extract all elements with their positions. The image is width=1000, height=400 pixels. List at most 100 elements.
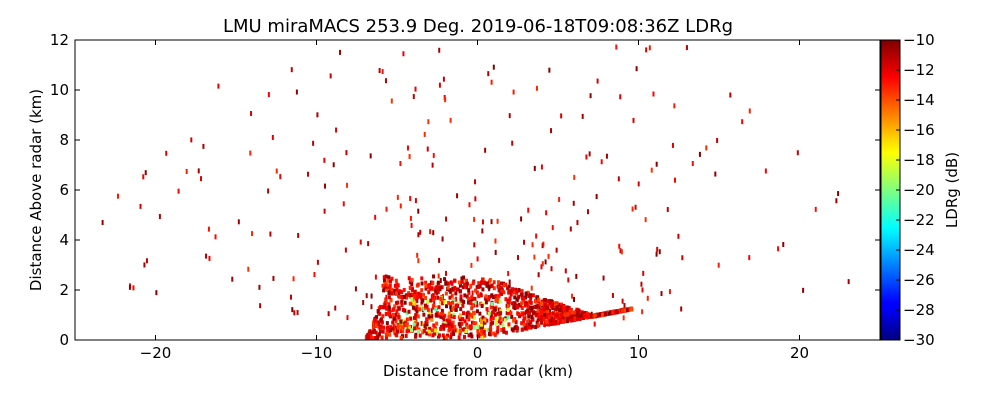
ldr-gate: [527, 320, 531, 325]
ldr-gate: [449, 307, 453, 312]
ldr-gate: [717, 262, 720, 268]
ldr-gate: [394, 319, 398, 324]
ldr-gate: [441, 324, 445, 329]
ldr-gate: [415, 304, 419, 309]
ldr-gate: [574, 311, 578, 316]
ldr-gate: [397, 306, 401, 311]
colorbar-tick-label: −28: [903, 301, 935, 319]
ldr-gate: [487, 327, 491, 332]
ldr-gate: [329, 73, 332, 79]
ldr-gate: [374, 214, 377, 220]
ldr-gate: [655, 251, 658, 257]
ldr-gate: [362, 300, 365, 306]
ldr-gate: [542, 241, 545, 247]
ldr-gate: [543, 298, 547, 303]
ldr-gate: [415, 309, 419, 314]
ldr-gate: [438, 257, 441, 263]
ldr-gate: [515, 297, 519, 302]
ldr-gate: [480, 320, 484, 325]
ldr-gate: [489, 317, 493, 322]
x-tick-label: −20: [140, 344, 172, 362]
ldr-gate: [382, 305, 386, 310]
ldr-gate: [399, 161, 402, 167]
ldr-gate: [528, 293, 532, 298]
ldr-gate: [666, 207, 669, 213]
ldr-gate: [401, 329, 405, 334]
ldr-gate: [385, 330, 389, 335]
ldr-gate: [507, 271, 510, 277]
ldr-gate: [413, 295, 417, 300]
ldr-gate: [452, 315, 456, 320]
ldr-gate: [837, 191, 840, 197]
x-tick-label: 0: [473, 344, 483, 362]
ldr-gate: [449, 322, 453, 327]
ldr-gate: [573, 296, 576, 302]
ldr-gate: [510, 314, 514, 319]
ldr-gate: [410, 287, 414, 292]
ldr-gate: [397, 294, 401, 299]
ldr-gate: [436, 289, 440, 294]
ldr-gate: [432, 274, 436, 279]
ldr-gate: [450, 293, 454, 298]
ldr-gate: [534, 299, 538, 304]
ldr-gate: [384, 274, 388, 279]
ldr-gate: [372, 324, 376, 329]
ldr-gate: [454, 303, 458, 308]
ldr-gate: [457, 280, 461, 285]
ldr-gate: [668, 289, 671, 295]
ldr-gate: [467, 300, 471, 305]
ldr-gate: [405, 317, 409, 322]
ldr-gate: [408, 328, 412, 333]
ldr-gate: [420, 281, 424, 286]
ldr-gate: [392, 288, 396, 293]
ldr-gate: [481, 315, 485, 320]
ldr-gate: [487, 279, 491, 284]
ldr-gate: [483, 320, 487, 325]
ldr-gate: [507, 284, 511, 289]
ldr-gate: [558, 196, 561, 202]
ldr-gate: [132, 285, 135, 291]
ldr-gate: [385, 294, 388, 300]
ldr-gate: [424, 303, 428, 308]
colorbar: −10 −12 −14 −16 −18 −20 −22 −24 −26 −28 −30 LDRg (…: [880, 31, 961, 349]
ldr-gate: [518, 302, 522, 307]
ldr-gate: [564, 312, 568, 317]
ldr-gate: [440, 308, 444, 313]
ldr-gate: [459, 297, 463, 302]
ldr-gate: [378, 311, 382, 316]
ldr-gate: [208, 255, 211, 261]
ldr-gate: [466, 310, 470, 315]
ldr-gate: [534, 325, 538, 330]
ldr-gate: [399, 319, 403, 324]
ldr-gate: [392, 316, 396, 321]
ldr-gate: [576, 311, 580, 316]
ldr-gate: [423, 324, 427, 329]
ldr-gate: [426, 146, 429, 152]
ldr-gate: [158, 214, 161, 220]
ldr-gate: [681, 255, 684, 261]
colorbar-tick-label: −30: [903, 331, 935, 349]
ldr-gate: [393, 283, 397, 288]
ldr-gate: [237, 219, 240, 225]
y-tick-label: 4: [59, 231, 69, 249]
ldr-gate: [185, 168, 188, 174]
ldr-gate: [443, 300, 447, 305]
ldr-gate: [414, 334, 418, 339]
ldr-gate: [449, 117, 452, 123]
ldr-gate: [547, 253, 550, 259]
ldr-gate: [202, 143, 205, 149]
ldr-gate: [522, 318, 526, 323]
ldr-gate: [619, 309, 623, 314]
ldr-gate: [619, 94, 622, 100]
ldr-gate: [544, 319, 548, 324]
ldr-gate: [407, 309, 411, 314]
ldr-gate: [448, 327, 452, 332]
ldr-gate: [604, 312, 608, 317]
ldr-gate: [463, 293, 467, 298]
ldr-gate: [384, 312, 388, 317]
ldr-gate: [414, 86, 417, 92]
ldr-gate: [533, 254, 536, 260]
ldr-gate: [459, 307, 463, 312]
ldr-gate: [552, 318, 556, 323]
ldr-gate: [410, 328, 414, 333]
